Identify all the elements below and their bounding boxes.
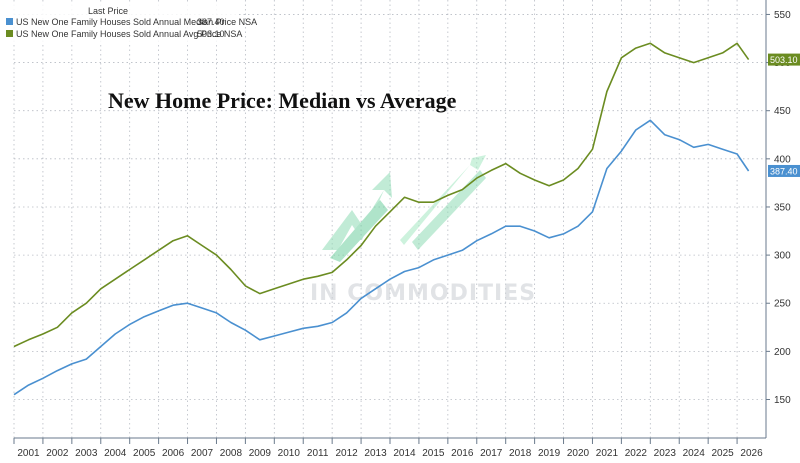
y-tick-label: 550 [774,10,791,21]
watermark-text: IN COMMODITIES [310,281,536,306]
x-tick-label: 2001 [17,448,40,459]
y-tick-label: 250 [774,299,791,310]
x-tick-label: 2016 [451,448,474,459]
last-price-tag-average [768,53,800,66]
y-tick-label: 400 [774,154,791,165]
legend-last-price-average: 503.10 [197,29,225,39]
x-tick-label: 2022 [625,448,648,459]
legend-swatch-median [6,18,13,25]
legend-swatch-average [6,30,13,37]
legend-label-median: US New One Family Houses Sold Annual Med… [16,17,257,27]
legend: Last Price US New One Family Houses Sold… [0,4,257,42]
series-layer [13,42,750,396]
chart-title: New Home Price: Median vs Average [108,88,457,113]
y-tick-label: 200 [774,347,791,358]
y-tick-label: 300 [774,251,791,262]
y-tick-label: 150 [774,395,791,406]
x-tick-label: 2018 [509,448,532,459]
last-price-labels: 387.40 503.10 [768,53,800,177]
x-tick-label: 2007 [191,448,214,459]
x-tick-label: 2020 [567,448,590,459]
last-price-tag-median [768,164,800,177]
x-tick-label: 2011 [307,448,329,459]
legend-label-average: US New One Family Houses Sold Annual Avg… [16,29,242,39]
x-tick-label: 2006 [162,448,185,459]
legend-last-price-median: 387.40 [197,17,225,27]
y-tick-label: 450 [774,106,791,117]
x-tick-label: 2026 [740,448,763,459]
watermark: IN COMMODITIES [310,155,536,306]
watermark-logo-icon [322,155,486,262]
x-tick-label: 2008 [220,448,243,459]
x-tick-label: 2024 [683,448,706,459]
x-tick-label: 2014 [393,448,416,459]
legend-title: Last Price [88,6,128,16]
x-tick-label: 2005 [133,448,156,459]
x-tick-label: 2025 [711,448,734,459]
y-tick-label: 350 [774,202,791,213]
x-tick-label: 2003 [75,448,98,459]
x-tick-label: 2012 [335,448,358,459]
x-tick-label: 2023 [654,448,677,459]
series-line-average [13,42,750,348]
x-tick-label: 2004 [104,448,127,459]
legend-background [0,4,238,42]
x-tick-label: 2010 [278,448,301,459]
x-tick-label: 2002 [46,448,69,459]
x-tick-label: 2015 [422,448,445,459]
last-price-value-median: 387.40 [770,166,798,176]
x-tick-label: 2017 [480,448,503,459]
x-tick-label: 2009 [249,448,272,459]
series-line-median [13,119,750,396]
grid [13,0,766,438]
axes: 1502002503003504004505005502001200220032… [13,0,791,459]
last-price-value-average: 503.10 [770,55,798,65]
x-tick-label: 2019 [538,448,561,459]
x-tick-label: 2013 [364,448,387,459]
x-tick-label: 2021 [596,448,619,459]
